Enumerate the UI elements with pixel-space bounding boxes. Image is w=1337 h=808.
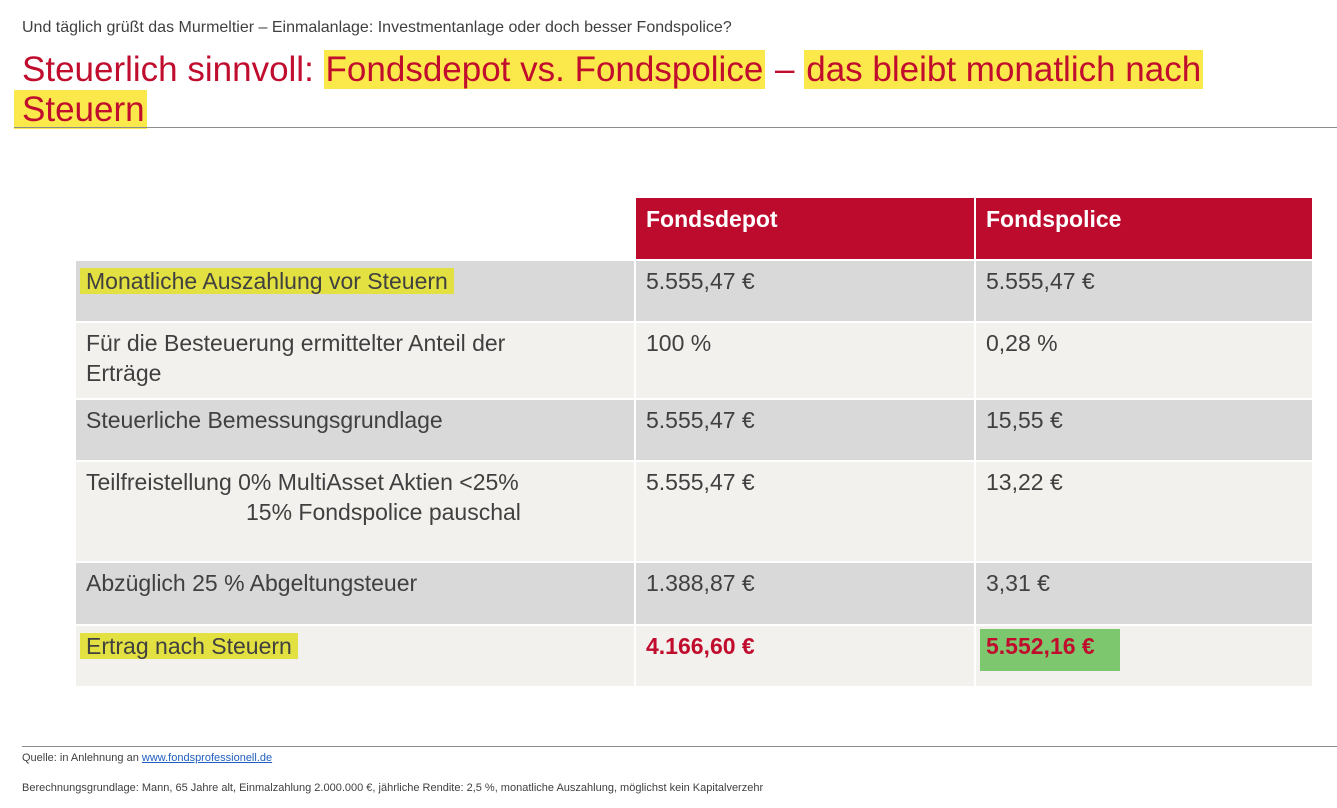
calculation-basis-note: Berechnungsgrundlage: Mann, 65 Jahre alt…	[22, 782, 764, 794]
cell-police: 13,22 €	[976, 462, 1314, 563]
row-label-line1: Teilfreistellung 0% MultiAsset Aktien <2…	[86, 469, 519, 495]
source-note: Quelle: in Anlehnung an www.fondsprofess…	[22, 752, 272, 764]
slide-title: Steuerlich sinnvoll: Fondsdepot vs. Fond…	[14, 50, 1322, 130]
title-divider	[14, 127, 1337, 128]
table-row: Abzüglich 25 % Abgeltungsteuer 1.388,87 …	[76, 563, 1314, 626]
table-row: Ertrag nach Steuern 4.166,60 € 5.552,16 …	[76, 626, 1314, 688]
row-label: Teilfreistellung 0% MultiAsset Aktien <2…	[76, 462, 636, 563]
cell-police: 15,55 €	[976, 400, 1314, 462]
cell-police: 3,31 €	[976, 563, 1314, 626]
table-header-row: Fondsdepot Fondspolice	[76, 198, 1314, 261]
row-label: Ertrag nach Steuern	[76, 626, 636, 688]
source-prefix: Quelle: in Anlehnung an	[22, 752, 142, 764]
cell-depot: 5.555,47 €	[636, 400, 976, 462]
row-label: Monatliche Auszahlung vor Steuern	[76, 261, 636, 323]
row-label: Für die Besteuerung ermittelter Anteil d…	[76, 323, 636, 400]
result-depot-value: 4.166,60 €	[646, 633, 755, 659]
title-separator: –	[765, 50, 805, 89]
table-row: Steuerliche Bemessungsgrundlage 5.555,47…	[76, 400, 1314, 462]
title-highlight-monthly: das bleibt monatlich nach	[804, 50, 1204, 89]
header-fondsdepot: Fondsdepot	[636, 198, 976, 261]
result-police-value: 5.552,16 €	[980, 629, 1120, 671]
title-prefix: Steuerlich sinnvoll:	[22, 50, 324, 89]
table-row: Monatliche Auszahlung vor Steuern 5.555,…	[76, 261, 1314, 323]
table-row: Für die Besteuerung ermittelter Anteil d…	[76, 323, 1314, 400]
header-empty-cell	[76, 198, 636, 261]
row-label-highlight: Monatliche Auszahlung vor Steuern	[80, 268, 454, 294]
title-highlight-comparison: Fondsdepot vs. Fondspolice	[323, 50, 766, 89]
cell-depot: 1.388,87 €	[636, 563, 976, 626]
cell-depot: 5.555,47 €	[636, 462, 976, 563]
comparison-table: Fondsdepot Fondspolice Monatliche Auszah…	[76, 198, 1314, 688]
row-label: Steuerliche Bemessungsgrundlage	[76, 400, 636, 462]
cell-police: 0,28 %	[976, 323, 1314, 400]
source-link[interactable]: www.fondsprofessionell.de	[141, 752, 273, 764]
table-row: Teilfreistellung 0% MultiAsset Aktien <2…	[76, 462, 1314, 563]
header-fondspolice: Fondspolice	[976, 198, 1314, 261]
row-label-line2: 15% Fondspolice pauschal	[246, 499, 521, 525]
cell-depot: 5.555,47 €	[636, 261, 976, 323]
title-highlight-taxes: Steuern	[14, 90, 147, 129]
row-label-highlight: Ertrag nach Steuern	[80, 633, 298, 659]
cell-police: 5.555,47 €	[976, 261, 1314, 323]
row-label: Abzüglich 25 % Abgeltungsteuer	[76, 563, 636, 626]
footer-divider	[22, 746, 1337, 747]
cell-depot: 100 %	[636, 323, 976, 400]
cell-depot-result: 4.166,60 €	[636, 626, 976, 688]
slide-subtitle: Und täglich grüßt das Murmeltier – Einma…	[22, 19, 732, 36]
cell-police-result: 5.552,16 €	[976, 626, 1314, 688]
